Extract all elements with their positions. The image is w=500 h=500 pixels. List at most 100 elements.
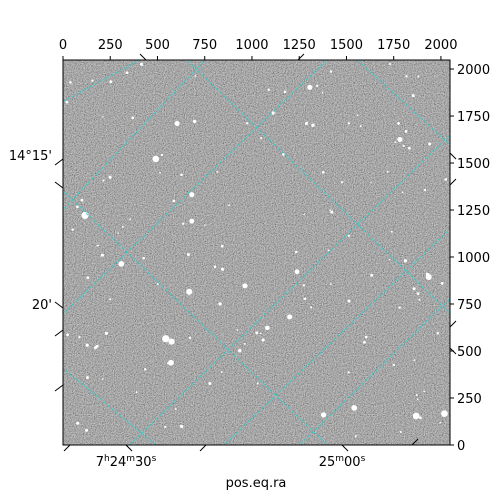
star xyxy=(96,244,99,247)
star xyxy=(66,333,69,337)
ra-tick-label-2: 25m00s xyxy=(319,454,366,470)
star xyxy=(419,416,422,420)
star xyxy=(220,267,225,271)
star xyxy=(91,79,94,82)
star xyxy=(311,123,315,127)
star xyxy=(399,430,402,434)
star xyxy=(109,298,112,301)
grid-line-3 xyxy=(63,60,328,315)
star xyxy=(140,62,144,66)
dec-tick-label-2: 20' xyxy=(32,298,52,313)
star xyxy=(347,122,350,125)
star xyxy=(316,84,319,87)
y-tick-label-8: 2000 xyxy=(457,63,490,78)
star xyxy=(444,177,448,181)
star xyxy=(242,283,248,289)
world-tick-13 xyxy=(449,178,457,186)
star xyxy=(71,228,74,231)
star xyxy=(440,281,444,285)
star xyxy=(172,199,176,203)
x-tick-label-4: 1000 xyxy=(235,38,268,53)
star xyxy=(354,435,357,438)
star xyxy=(80,198,84,202)
star xyxy=(86,376,89,380)
pixel-x-ticks: 0 250 500 750 1000 1250 1500 1750 2000 xyxy=(59,38,457,60)
star xyxy=(405,75,408,78)
star xyxy=(397,122,400,125)
star xyxy=(282,153,285,156)
star xyxy=(303,297,307,301)
star xyxy=(321,92,324,94)
star xyxy=(388,258,391,261)
star xyxy=(102,378,104,380)
star xyxy=(416,398,419,401)
x-tick-label-7: 1750 xyxy=(377,38,410,53)
world-tick-9 xyxy=(199,444,207,452)
star xyxy=(340,181,344,184)
star xyxy=(243,342,246,345)
star xyxy=(104,331,109,335)
star xyxy=(152,155,160,163)
star xyxy=(390,230,393,233)
star xyxy=(142,256,145,260)
star xyxy=(320,412,327,418)
y-tick-label-7: 1750 xyxy=(457,110,490,125)
star xyxy=(108,175,112,179)
world-tick-12 xyxy=(449,152,457,160)
grid-line-2 xyxy=(128,134,450,445)
star xyxy=(228,204,231,207)
star xyxy=(436,331,440,335)
star xyxy=(351,405,358,411)
star xyxy=(218,302,222,306)
world-tick-7 xyxy=(63,444,71,452)
star xyxy=(255,331,259,335)
grid-line-4 xyxy=(298,297,450,445)
star xyxy=(347,371,350,374)
x-tick-label-3: 750 xyxy=(192,38,217,53)
star xyxy=(220,244,224,248)
world-tick-14 xyxy=(449,320,457,328)
star xyxy=(370,181,372,184)
star xyxy=(386,170,389,173)
star xyxy=(168,359,174,366)
star xyxy=(181,222,185,225)
star xyxy=(213,265,217,269)
star xyxy=(122,225,124,228)
star xyxy=(189,192,195,198)
star xyxy=(102,179,105,182)
star xyxy=(159,171,161,174)
star xyxy=(180,173,183,177)
grid-line-0 xyxy=(185,60,450,315)
star xyxy=(347,299,351,303)
star xyxy=(267,88,270,91)
grid-line-8 xyxy=(223,228,450,445)
star xyxy=(85,343,89,347)
star xyxy=(425,272,430,276)
star xyxy=(118,261,125,267)
star xyxy=(164,425,167,429)
ra-tick-label-1: 7h24m30s xyxy=(96,454,157,470)
world-tick-6 xyxy=(297,53,305,61)
star xyxy=(86,276,90,280)
star xyxy=(186,288,193,295)
star xyxy=(327,249,330,252)
world-tick-8 xyxy=(125,444,133,452)
star xyxy=(78,336,81,339)
star xyxy=(359,125,362,128)
star xyxy=(168,338,175,345)
x-tick-label-0: 0 xyxy=(59,38,67,53)
star xyxy=(329,209,331,212)
pixel-y-ticks: 0 250 500 750 1000 1250 1500 1750 2000 xyxy=(450,63,490,454)
star xyxy=(65,100,69,104)
star xyxy=(329,283,332,285)
x-tick-label-6: 1500 xyxy=(330,38,363,53)
y-tick-label-5: 1250 xyxy=(457,204,490,219)
star xyxy=(417,75,420,78)
star xyxy=(439,422,441,424)
star xyxy=(125,71,129,75)
world-tick-4 xyxy=(54,384,64,392)
star xyxy=(204,224,206,226)
star xyxy=(129,218,131,220)
star xyxy=(363,340,366,344)
star xyxy=(394,141,397,144)
